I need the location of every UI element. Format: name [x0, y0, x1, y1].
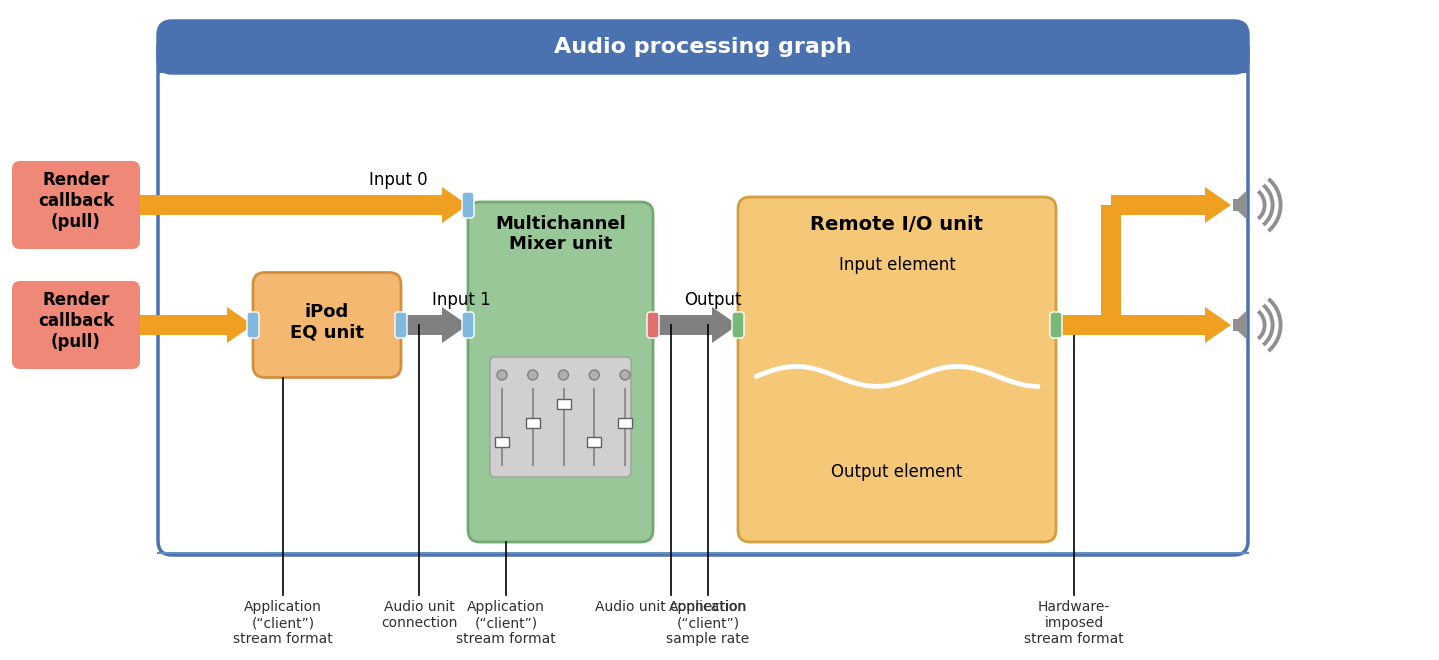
Polygon shape — [1056, 315, 1111, 335]
Circle shape — [528, 370, 538, 380]
FancyBboxPatch shape — [394, 312, 407, 338]
Text: Render
callback
(pull): Render callback (pull) — [37, 171, 114, 231]
Text: Hardware-
imposed
stream format: Hardware- imposed stream format — [1025, 600, 1124, 646]
Text: Audio unit connection: Audio unit connection — [596, 600, 747, 614]
FancyBboxPatch shape — [462, 192, 473, 218]
Text: Application
(“client”)
stream format: Application (“client”) stream format — [456, 600, 555, 646]
Bar — [525, 418, 540, 428]
FancyBboxPatch shape — [158, 21, 1248, 73]
FancyBboxPatch shape — [158, 35, 1248, 555]
Polygon shape — [158, 59, 1248, 73]
FancyBboxPatch shape — [253, 273, 401, 378]
Bar — [495, 437, 509, 447]
Circle shape — [558, 370, 568, 380]
Text: Application
(“client”)
sample rate: Application (“client”) sample rate — [666, 600, 750, 646]
Polygon shape — [1111, 187, 1230, 223]
Polygon shape — [1233, 319, 1238, 331]
Text: Application
(“client”)
stream format: Application (“client”) stream format — [233, 600, 332, 646]
Text: Audio unit
connection: Audio unit connection — [381, 600, 458, 630]
Circle shape — [496, 370, 507, 380]
FancyBboxPatch shape — [12, 281, 140, 369]
Text: Input 0: Input 0 — [368, 171, 427, 189]
Text: Render
callback
(pull): Render callback (pull) — [37, 291, 114, 351]
FancyBboxPatch shape — [1050, 312, 1062, 338]
Polygon shape — [140, 187, 468, 223]
Polygon shape — [401, 307, 468, 343]
Bar — [587, 437, 602, 447]
Bar — [617, 418, 632, 428]
Text: Output element: Output element — [832, 463, 963, 481]
FancyBboxPatch shape — [468, 202, 653, 542]
Polygon shape — [1101, 205, 1121, 325]
Circle shape — [589, 370, 599, 380]
FancyBboxPatch shape — [491, 357, 630, 477]
Polygon shape — [1111, 307, 1230, 343]
FancyBboxPatch shape — [12, 161, 140, 249]
Circle shape — [620, 370, 630, 380]
Bar — [557, 399, 570, 409]
Text: Remote I/O unit: Remote I/O unit — [810, 216, 983, 234]
Text: Input 1: Input 1 — [432, 291, 491, 309]
Polygon shape — [1238, 311, 1246, 339]
Text: Audio processing graph: Audio processing graph — [554, 37, 852, 57]
Polygon shape — [653, 307, 738, 343]
FancyBboxPatch shape — [248, 312, 259, 338]
FancyBboxPatch shape — [732, 312, 744, 338]
FancyBboxPatch shape — [648, 312, 659, 338]
Polygon shape — [1233, 199, 1238, 211]
Text: iPod
EQ unit: iPod EQ unit — [291, 302, 364, 341]
Text: Output: Output — [685, 291, 741, 309]
FancyBboxPatch shape — [738, 197, 1056, 542]
Text: Multichannel
Mixer unit: Multichannel Mixer unit — [495, 214, 626, 253]
Polygon shape — [1238, 191, 1246, 219]
Text: Input element: Input element — [839, 256, 955, 274]
FancyBboxPatch shape — [462, 312, 473, 338]
Polygon shape — [140, 307, 253, 343]
